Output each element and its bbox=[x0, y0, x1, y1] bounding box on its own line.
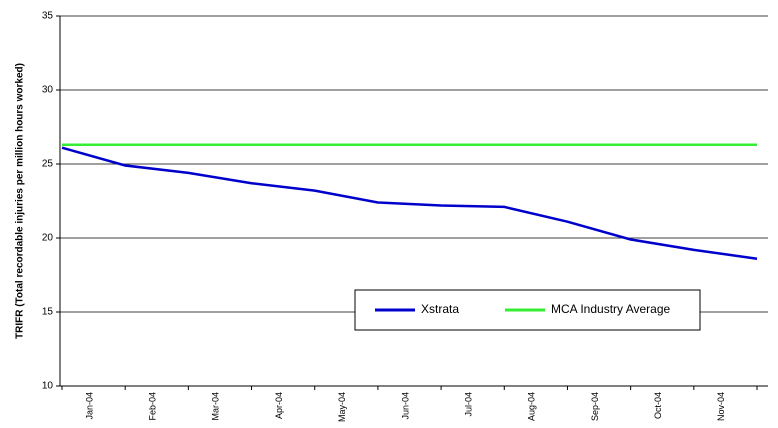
x-tick-label: Jun-04 bbox=[400, 392, 410, 420]
x-tick-label: Jul-04 bbox=[463, 392, 473, 417]
y-tick-label: 35 bbox=[42, 11, 54, 22]
y-tick-label: 30 bbox=[42, 85, 54, 96]
x-tick-label: Feb-04 bbox=[148, 392, 158, 421]
y-axis-label: TRIFR (Total recordable injuries per mil… bbox=[15, 63, 26, 339]
y-tick-label: 20 bbox=[42, 233, 54, 244]
y-tick-label: 25 bbox=[42, 159, 54, 170]
x-tick-label: Sep-04 bbox=[590, 392, 600, 421]
series-line bbox=[61, 146, 758, 260]
x-tick-label: Aug-04 bbox=[527, 392, 537, 421]
legend-label: Xstrata bbox=[421, 302, 459, 316]
x-tick-label: Nov-04 bbox=[716, 392, 726, 421]
x-tick-label: Jan-04 bbox=[84, 392, 94, 420]
x-tick-label: Oct-04 bbox=[653, 392, 663, 419]
x-tick-label: Mar-04 bbox=[211, 392, 221, 421]
x-tick-label: May-04 bbox=[337, 392, 347, 422]
y-tick-label: 15 bbox=[42, 307, 54, 318]
legend-label: MCA Industry Average bbox=[551, 302, 671, 316]
x-tick-label: Apr-04 bbox=[274, 392, 284, 419]
y-tick-label: 10 bbox=[42, 381, 54, 392]
